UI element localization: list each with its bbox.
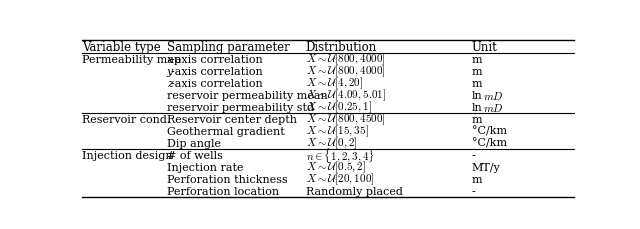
Text: -axis correlation: -axis correlation: [172, 78, 263, 88]
Text: $X \sim \mathcal{U}[0.5, 2]$: $X \sim \mathcal{U}[0.5, 2]$: [306, 159, 366, 174]
Text: Reservoir center depth: Reservoir center depth: [167, 114, 297, 124]
Text: Injection design: Injection design: [83, 150, 173, 160]
Text: -axis correlation: -axis correlation: [172, 55, 263, 65]
Text: $X \sim \mathcal{U}[4, 20]$: $X \sim \mathcal{U}[4, 20]$: [306, 76, 363, 91]
Text: $X \sim \mathcal{U}[0, 2]$: $X \sim \mathcal{U}[0, 2]$: [306, 135, 358, 151]
Text: $mD$: $mD$: [483, 101, 504, 113]
Text: -: -: [472, 186, 476, 196]
Text: m: m: [472, 78, 483, 88]
Text: Geothermal gradient: Geothermal gradient: [167, 126, 285, 136]
Text: Dip angle: Dip angle: [167, 138, 221, 148]
Text: m: m: [472, 66, 483, 76]
Text: Permeability map: Permeability map: [83, 55, 182, 65]
Text: °C/km: °C/km: [472, 126, 507, 136]
Text: -axis correlation: -axis correlation: [172, 66, 263, 76]
Text: $X \sim \mathcal{U}[20, 100]$: $X \sim \mathcal{U}[20, 100]$: [306, 171, 374, 187]
Text: x: x: [167, 55, 173, 65]
Text: m: m: [472, 55, 483, 65]
Text: °C/km: °C/km: [472, 138, 507, 148]
Text: Unit: Unit: [472, 41, 497, 54]
Text: $X \sim \mathcal{U}[4.09, 5.01]$: $X \sim \mathcal{U}[4.09, 5.01]$: [306, 88, 386, 103]
Text: Perforation thickness: Perforation thickness: [167, 174, 287, 184]
Text: $n \in \{1, 2, 3, 4\}$: $n \in \{1, 2, 3, 4\}$: [306, 146, 374, 164]
Text: ln: ln: [472, 90, 483, 100]
Text: $mD$: $mD$: [483, 89, 504, 101]
Text: reservoir permeability std: reservoir permeability std: [167, 102, 314, 112]
Text: $X \sim \mathcal{U}[0.25, 1]$: $X \sim \mathcal{U}[0.25, 1]$: [306, 100, 372, 115]
Text: -: -: [472, 150, 476, 160]
Text: Injection rate: Injection rate: [167, 162, 243, 172]
Text: Perforation location: Perforation location: [167, 186, 279, 196]
Text: $X \sim \mathcal{U}[15, 35]$: $X \sim \mathcal{U}[15, 35]$: [306, 123, 369, 139]
Text: m: m: [472, 114, 483, 124]
Text: MT/y: MT/y: [472, 162, 500, 172]
Text: z: z: [167, 78, 173, 88]
Text: Variable type: Variable type: [83, 41, 161, 54]
Text: m: m: [472, 174, 483, 184]
Text: y: y: [167, 66, 173, 76]
Text: Reservoir cond.: Reservoir cond.: [83, 114, 171, 124]
Text: ln: ln: [472, 102, 483, 112]
Text: $X \sim \mathcal{U}[800, 4000]$: $X \sim \mathcal{U}[800, 4000]$: [306, 52, 385, 67]
Text: $X \sim \mathcal{U}[800, 4500]$: $X \sim \mathcal{U}[800, 4500]$: [306, 112, 385, 127]
Text: Distribution: Distribution: [306, 41, 377, 54]
Text: reservoir permeability mean: reservoir permeability mean: [167, 90, 328, 100]
Text: $X \sim \mathcal{U}[800, 4000]$: $X \sim \mathcal{U}[800, 4000]$: [306, 64, 385, 79]
Text: # of wells: # of wells: [167, 150, 223, 160]
Text: Randomly placed: Randomly placed: [306, 186, 403, 196]
Text: Sampling parameter: Sampling parameter: [167, 41, 289, 54]
